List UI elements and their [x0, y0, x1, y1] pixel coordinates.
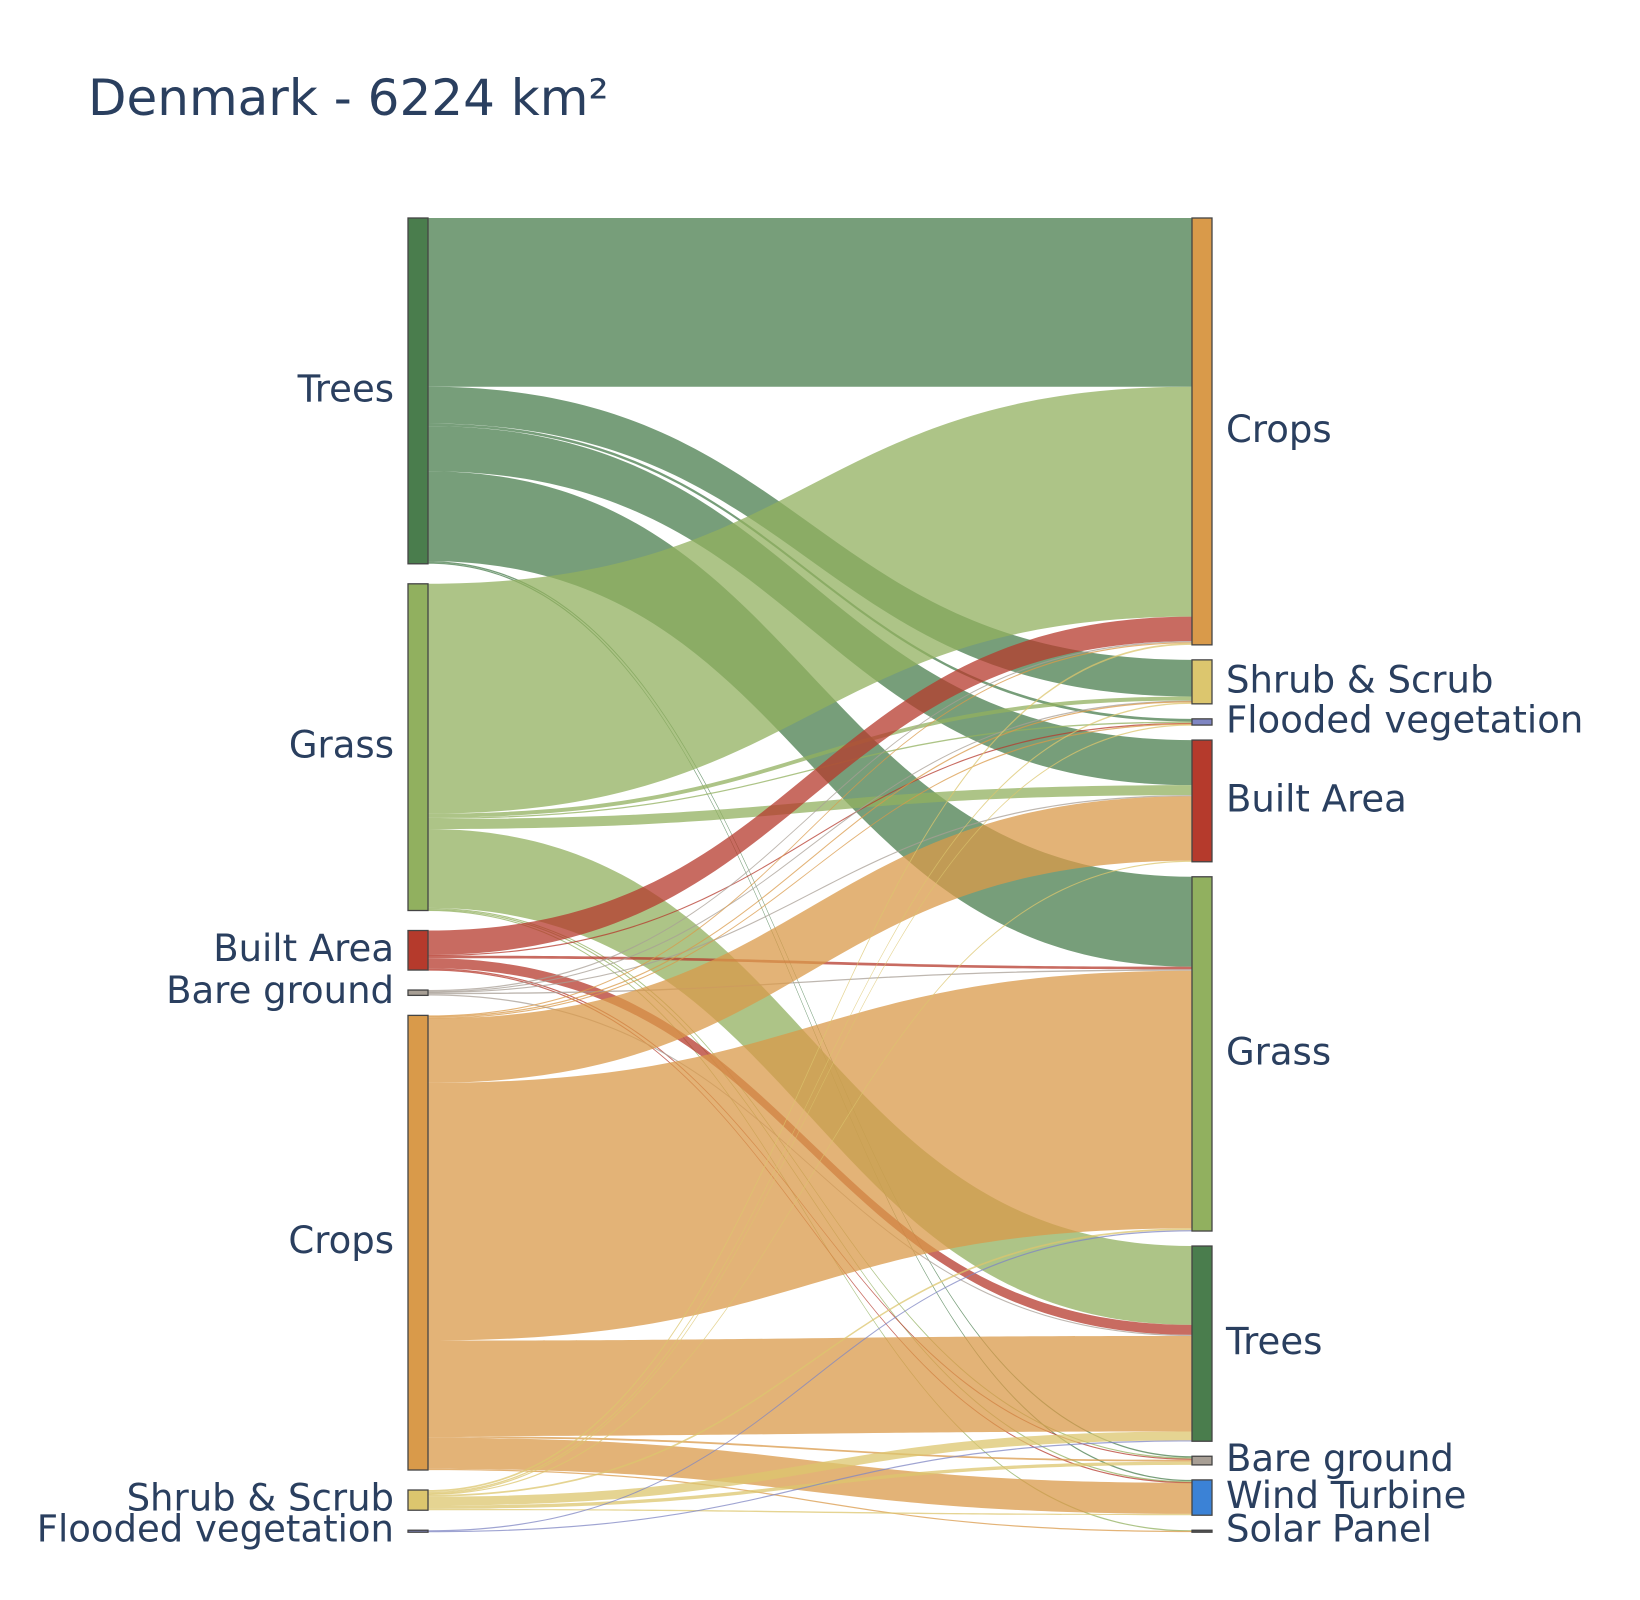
link-shrub-and-scrub-to-grass[interactable]	[428, 1228, 1192, 1497]
target-node-crops[interactable]	[1191, 217, 1213, 646]
target-node-wind-turbine[interactable]	[1191, 1479, 1213, 1516]
link-bare-ground-to-built-area[interactable]	[428, 795, 1192, 994]
link-shrub-and-scrub-to-built-area[interactable]	[428, 860, 1192, 1495]
target-node-solar-panel[interactable]	[1191, 1529, 1213, 1533]
source-label-shrub-and-scrub: Shrub & Scrub	[127, 1477, 394, 1520]
target-label-shrub-and-scrub: Shrub & Scrub	[1226, 658, 1493, 701]
target-label-bare-ground: Bare ground	[1226, 1437, 1454, 1480]
link-grass-to-crops[interactable]	[428, 386, 1192, 814]
source-label-trees: Trees	[297, 367, 394, 410]
link-built-area-to-crops[interactable]	[428, 616, 1192, 955]
link-flooded-vegetation-to-grass[interactable]	[428, 1230, 1192, 1532]
source-node-built-area[interactable]	[407, 929, 429, 971]
link-shrub-and-scrub-to-shrub-and-scrub[interactable]	[428, 702, 1192, 1494]
link-flooded-vegetation-to-trees[interactable]	[428, 1440, 1192, 1533]
target-label-grass: Grass	[1226, 1030, 1331, 1073]
target-label-built-area: Built Area	[1226, 777, 1407, 820]
link-trees-to-crops[interactable]	[428, 218, 1192, 387]
link-crops-to-built-area[interactable]	[428, 796, 1192, 1083]
target-label-flooded-vegetation: Flooded vegetation	[1226, 698, 1583, 741]
source-node-trees[interactable]	[407, 217, 429, 565]
source-node-grass[interactable]	[407, 583, 429, 912]
link-crops-to-grass[interactable]	[428, 970, 1192, 1341]
link-grass-to-shrub-and-scrub[interactable]	[428, 696, 1192, 818]
chart-title: Denmark - 6224 km²	[88, 69, 608, 127]
link-shrub-and-scrub-to-flooded-vegetation[interactable]	[428, 724, 1192, 1495]
source-node-bare-ground[interactable]	[407, 989, 429, 997]
link-trees-to-wind-turbine[interactable]	[428, 562, 1192, 1482]
link-crops-to-flooded-vegetation[interactable]	[428, 723, 1192, 1019]
target-node-bare-ground[interactable]	[1191, 1455, 1213, 1466]
source-label-built-area: Built Area	[213, 927, 394, 970]
target-label-wind-turbine: Wind Turbine	[1226, 1474, 1466, 1517]
link-bare-ground-to-grass[interactable]	[428, 969, 1192, 995]
source-node-flooded-vegetation[interactable]	[407, 1529, 429, 1533]
source-label-grass: Grass	[289, 724, 394, 767]
link-shrub-and-scrub-to-crops[interactable]	[428, 643, 1192, 1492]
target-node-trees[interactable]	[1191, 1245, 1213, 1442]
sankey-links	[428, 218, 1192, 1533]
link-crops-to-crops[interactable]	[428, 642, 1192, 1017]
link-crops-to-shrub-and-scrub[interactable]	[428, 701, 1192, 1018]
link-bare-ground-to-crops[interactable]	[428, 641, 1192, 992]
link-crops-to-bare-ground[interactable]	[428, 1436, 1192, 1462]
target-node-grass[interactable]	[1191, 876, 1213, 1232]
link-bare-ground-to-shrub-and-scrub[interactable]	[428, 700, 1192, 993]
target-node-shrub-and-scrub[interactable]	[1191, 659, 1213, 705]
source-label-flooded-vegetation: Flooded vegetation	[37, 1508, 394, 1551]
target-node-flooded-vegetation[interactable]	[1191, 718, 1213, 726]
link-crops-to-solar-panel[interactable]	[428, 1468, 1192, 1533]
link-crops-to-trees[interactable]	[428, 1335, 1192, 1437]
link-built-area-to-flooded-vegetation[interactable]	[428, 722, 1192, 957]
link-crops-to-wind-turbine[interactable]	[428, 1437, 1192, 1514]
link-trees-to-bare-ground[interactable]	[428, 561, 1192, 1458]
source-label-bare-ground: Bare ground	[166, 969, 394, 1012]
link-grass-to-built-area[interactable]	[428, 785, 1192, 830]
target-label-trees: Trees	[1225, 1320, 1322, 1363]
source-label-crops: Crops	[288, 1219, 394, 1262]
target-node-built-area[interactable]	[1191, 739, 1213, 863]
link-shrub-and-scrub-to-bare-ground[interactable]	[428, 1461, 1192, 1509]
source-node-shrub-and-scrub[interactable]	[407, 1489, 429, 1511]
target-label-crops: Crops	[1226, 408, 1332, 451]
link-shrub-and-scrub-to-wind-turbine[interactable]	[428, 1508, 1192, 1516]
source-node-crops[interactable]	[407, 1014, 429, 1471]
sankey-nodes	[407, 217, 1213, 1533]
link-shrub-and-scrub-to-trees[interactable]	[428, 1431, 1192, 1506]
link-grass-to-flooded-vegetation[interactable]	[428, 721, 1192, 820]
target-label-solar-panel: Solar Panel	[1226, 1508, 1432, 1551]
